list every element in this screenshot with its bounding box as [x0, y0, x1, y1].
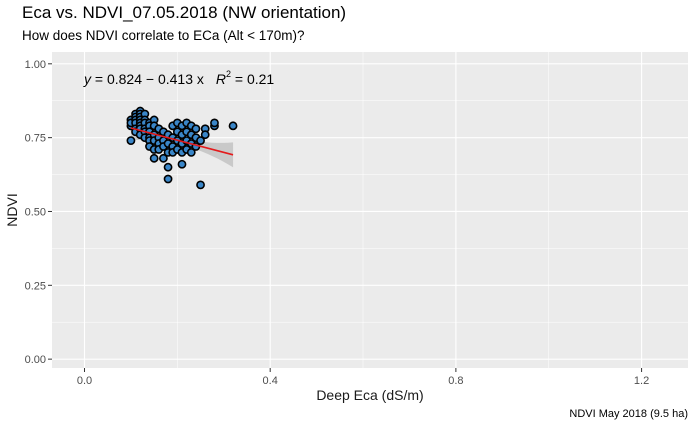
r2-exponent: 2	[226, 69, 231, 79]
r2-value: = 0.21	[231, 71, 274, 87]
regression-equation: y = 0.824 − 0.413 x R2 = 0.21	[83, 69, 274, 87]
x-tick-label: 0.4	[263, 375, 278, 387]
data-point	[159, 153, 168, 163]
fit-line	[130, 127, 234, 156]
y-tick-label: 0.50	[25, 206, 46, 218]
x-axis-title: Deep Eca (dS/m)	[316, 387, 423, 403]
x-tick-label: 0.0	[77, 375, 92, 387]
y-tick-label: 0.25	[25, 280, 46, 292]
data-point	[210, 118, 219, 128]
chart-caption: NDVI May 2018 (9.5 ha)	[569, 408, 688, 420]
data-point	[186, 148, 196, 157]
data-point	[163, 174, 173, 184]
y-axis-title: NDVI	[4, 193, 20, 226]
x-axis-ticks: 0.0 0.4 0.8 1.2	[77, 368, 649, 387]
data-point	[163, 162, 173, 172]
y-tick-label: 0.75	[25, 133, 46, 145]
data-point	[149, 153, 159, 163]
data-point	[196, 180, 205, 190]
data-point	[196, 136, 205, 145]
chart-subtitle: How does NDVI correlate to ECa (Alt < 17…	[22, 28, 305, 43]
r2-symbol: R	[216, 71, 226, 87]
data-point	[200, 130, 210, 140]
y-tick-label: 1.00	[25, 59, 46, 71]
chart-title: Eca vs. NDVI_07.05.2018 (NW orientation)	[22, 3, 347, 22]
x-tick-label: 0.8	[448, 375, 463, 387]
x-tick-label: 1.2	[634, 375, 649, 387]
y-axis-ticks: 0.00 0.25 0.50 0.75 1.00	[25, 59, 52, 366]
equation-lhs: y	[83, 71, 92, 87]
y-tick-label: 0.00	[25, 354, 46, 366]
plot-panel	[52, 52, 688, 368]
data-point	[126, 136, 136, 145]
equation-formula: = 0.824 − 0.413 x	[91, 71, 204, 87]
fit-line-group	[130, 127, 234, 156]
data-point	[191, 124, 201, 134]
data-point	[177, 159, 187, 169]
data-point	[228, 121, 238, 131]
